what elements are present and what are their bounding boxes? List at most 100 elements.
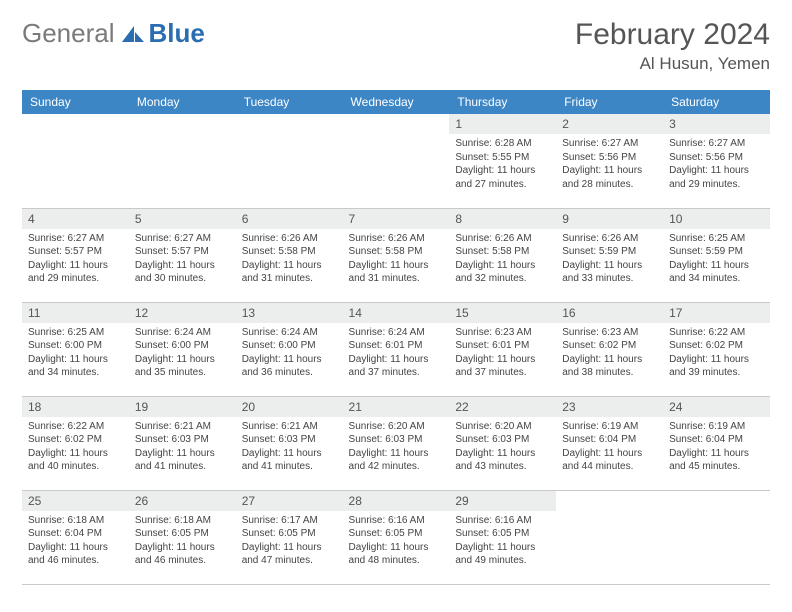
day-number: 17 [663,303,770,323]
day-details: Sunrise: 6:16 AMSunset: 6:05 PMDaylight:… [343,511,450,573]
logo: General Blue [22,18,205,49]
calendar-cell: .. [343,114,450,208]
calendar-cell: .. [556,490,663,584]
day-number: 11 [22,303,129,323]
day-details: Sunrise: 6:25 AMSunset: 5:59 PMDaylight:… [663,229,770,291]
calendar-cell: 10Sunrise: 6:25 AMSunset: 5:59 PMDayligh… [663,208,770,302]
day-number: 3 [663,114,770,134]
location-text: Al Husun, Yemen [575,54,770,74]
day-number: 28 [343,491,450,511]
day-details: Sunrise: 6:18 AMSunset: 6:04 PMDaylight:… [22,511,129,573]
calendar-cell: 11Sunrise: 6:25 AMSunset: 6:00 PMDayligh… [22,302,129,396]
day-details: Sunrise: 6:21 AMSunset: 6:03 PMDaylight:… [236,417,343,479]
day-details: Sunrise: 6:24 AMSunset: 6:00 PMDaylight:… [236,323,343,385]
calendar-cell: .. [236,114,343,208]
calendar-row: 18Sunrise: 6:22 AMSunset: 6:02 PMDayligh… [22,396,770,490]
day-number: 26 [129,491,236,511]
day-details: Sunrise: 6:25 AMSunset: 6:00 PMDaylight:… [22,323,129,385]
weekday-header: Sunday [22,90,129,114]
calendar-row: 4Sunrise: 6:27 AMSunset: 5:57 PMDaylight… [22,208,770,302]
day-details: Sunrise: 6:20 AMSunset: 6:03 PMDaylight:… [449,417,556,479]
month-title: February 2024 [575,18,770,52]
calendar-cell: 25Sunrise: 6:18 AMSunset: 6:04 PMDayligh… [22,490,129,584]
day-details: Sunrise: 6:26 AMSunset: 5:59 PMDaylight:… [556,229,663,291]
calendar-cell: 2Sunrise: 6:27 AMSunset: 5:56 PMDaylight… [556,114,663,208]
calendar-cell: 9Sunrise: 6:26 AMSunset: 5:59 PMDaylight… [556,208,663,302]
title-block: February 2024 Al Husun, Yemen [575,18,770,74]
weekday-header: Monday [129,90,236,114]
calendar-body: ........1Sunrise: 6:28 AMSunset: 5:55 PM… [22,114,770,584]
calendar-cell: 15Sunrise: 6:23 AMSunset: 6:01 PMDayligh… [449,302,556,396]
weekday-header: Tuesday [236,90,343,114]
weekday-header: Saturday [663,90,770,114]
day-number: 14 [343,303,450,323]
calendar-cell: 29Sunrise: 6:16 AMSunset: 6:05 PMDayligh… [449,490,556,584]
day-number: 18 [22,397,129,417]
calendar-cell: 16Sunrise: 6:23 AMSunset: 6:02 PMDayligh… [556,302,663,396]
logo-text-blue: Blue [149,18,205,49]
calendar-cell: 24Sunrise: 6:19 AMSunset: 6:04 PMDayligh… [663,396,770,490]
calendar-cell: .. [663,490,770,584]
day-details: Sunrise: 6:27 AMSunset: 5:56 PMDaylight:… [556,134,663,196]
day-number: 9 [556,209,663,229]
day-number: 2 [556,114,663,134]
calendar-row: ........1Sunrise: 6:28 AMSunset: 5:55 PM… [22,114,770,208]
day-details: Sunrise: 6:17 AMSunset: 6:05 PMDaylight:… [236,511,343,573]
calendar-cell: 14Sunrise: 6:24 AMSunset: 6:01 PMDayligh… [343,302,450,396]
day-number: 19 [129,397,236,417]
logo-sail-icon [120,24,146,44]
day-number: 7 [343,209,450,229]
day-details: Sunrise: 6:20 AMSunset: 6:03 PMDaylight:… [343,417,450,479]
day-details: Sunrise: 6:26 AMSunset: 5:58 PMDaylight:… [449,229,556,291]
day-details: Sunrise: 6:24 AMSunset: 6:00 PMDaylight:… [129,323,236,385]
day-details: Sunrise: 6:26 AMSunset: 5:58 PMDaylight:… [343,229,450,291]
calendar-cell: 26Sunrise: 6:18 AMSunset: 6:05 PMDayligh… [129,490,236,584]
calendar-cell: 8Sunrise: 6:26 AMSunset: 5:58 PMDaylight… [449,208,556,302]
weekday-header: Thursday [449,90,556,114]
day-number: 25 [22,491,129,511]
day-details: Sunrise: 6:23 AMSunset: 6:02 PMDaylight:… [556,323,663,385]
day-number: 1 [449,114,556,134]
calendar-table: SundayMondayTuesdayWednesdayThursdayFrid… [22,90,770,585]
calendar-cell: 17Sunrise: 6:22 AMSunset: 6:02 PMDayligh… [663,302,770,396]
calendar-cell: 7Sunrise: 6:26 AMSunset: 5:58 PMDaylight… [343,208,450,302]
calendar-cell: 20Sunrise: 6:21 AMSunset: 6:03 PMDayligh… [236,396,343,490]
day-number: 10 [663,209,770,229]
logo-text-general: General [22,18,115,49]
day-number: 22 [449,397,556,417]
day-details: Sunrise: 6:28 AMSunset: 5:55 PMDaylight:… [449,134,556,196]
calendar-row: 25Sunrise: 6:18 AMSunset: 6:04 PMDayligh… [22,490,770,584]
day-number: 12 [129,303,236,323]
calendar-cell: 1Sunrise: 6:28 AMSunset: 5:55 PMDaylight… [449,114,556,208]
day-number: 6 [236,209,343,229]
day-details: Sunrise: 6:21 AMSunset: 6:03 PMDaylight:… [129,417,236,479]
day-number: 13 [236,303,343,323]
day-number: 4 [22,209,129,229]
calendar-cell: 23Sunrise: 6:19 AMSunset: 6:04 PMDayligh… [556,396,663,490]
calendar-cell: 3Sunrise: 6:27 AMSunset: 5:56 PMDaylight… [663,114,770,208]
weekday-header: Wednesday [343,90,450,114]
day-details: Sunrise: 6:19 AMSunset: 6:04 PMDaylight:… [663,417,770,479]
day-number: 15 [449,303,556,323]
day-number: 16 [556,303,663,323]
day-number: 27 [236,491,343,511]
calendar-cell: 19Sunrise: 6:21 AMSunset: 6:03 PMDayligh… [129,396,236,490]
calendar-cell: 27Sunrise: 6:17 AMSunset: 6:05 PMDayligh… [236,490,343,584]
day-details: Sunrise: 6:23 AMSunset: 6:01 PMDaylight:… [449,323,556,385]
day-details: Sunrise: 6:24 AMSunset: 6:01 PMDaylight:… [343,323,450,385]
calendar-cell: 28Sunrise: 6:16 AMSunset: 6:05 PMDayligh… [343,490,450,584]
day-details: Sunrise: 6:16 AMSunset: 6:05 PMDaylight:… [449,511,556,573]
day-details: Sunrise: 6:27 AMSunset: 5:56 PMDaylight:… [663,134,770,196]
calendar-row: 11Sunrise: 6:25 AMSunset: 6:00 PMDayligh… [22,302,770,396]
calendar-cell: 21Sunrise: 6:20 AMSunset: 6:03 PMDayligh… [343,396,450,490]
calendar-cell: .. [22,114,129,208]
calendar-cell: 4Sunrise: 6:27 AMSunset: 5:57 PMDaylight… [22,208,129,302]
day-number: 23 [556,397,663,417]
day-details: Sunrise: 6:26 AMSunset: 5:58 PMDaylight:… [236,229,343,291]
day-details: Sunrise: 6:18 AMSunset: 6:05 PMDaylight:… [129,511,236,573]
calendar-cell: 5Sunrise: 6:27 AMSunset: 5:57 PMDaylight… [129,208,236,302]
calendar-cell: 18Sunrise: 6:22 AMSunset: 6:02 PMDayligh… [22,396,129,490]
calendar-cell: 22Sunrise: 6:20 AMSunset: 6:03 PMDayligh… [449,396,556,490]
day-details: Sunrise: 6:27 AMSunset: 5:57 PMDaylight:… [22,229,129,291]
day-number: 8 [449,209,556,229]
